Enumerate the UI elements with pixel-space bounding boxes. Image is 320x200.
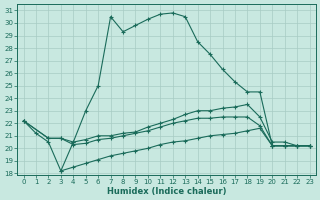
X-axis label: Humidex (Indice chaleur): Humidex (Indice chaleur) — [107, 187, 226, 196]
